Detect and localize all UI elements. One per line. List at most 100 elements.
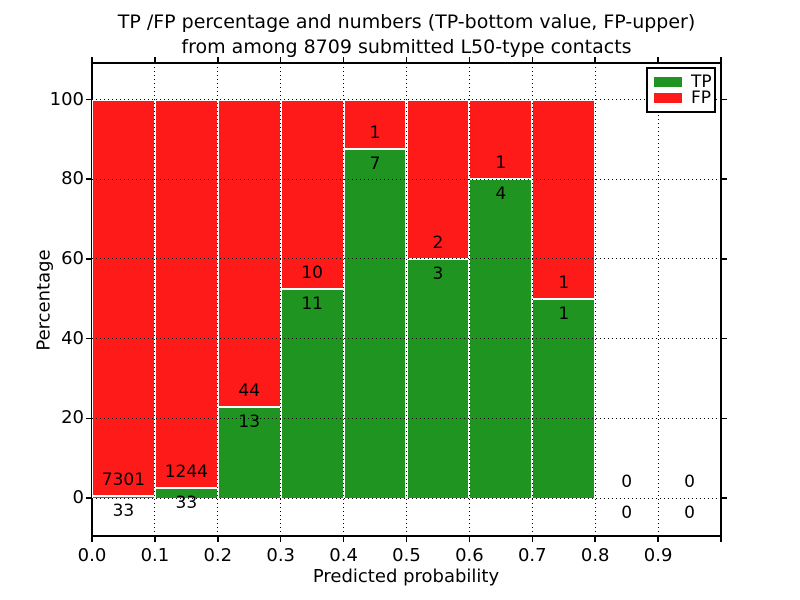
x-tick <box>468 537 471 542</box>
gridline-vertical <box>657 63 659 536</box>
x-axis-label: Predicted probability <box>312 566 500 587</box>
x-tick-label: 0.1 <box>140 545 170 566</box>
chart-title-line2: from among 8709 submitted L50-type conta… <box>181 36 632 58</box>
bar-label-fp: 0 <box>684 472 695 492</box>
bar-label-fp: 0 <box>621 472 633 492</box>
gridline-vertical <box>217 63 219 536</box>
x-tick-top <box>594 57 596 62</box>
y-tick-label: 40 <box>61 327 84 349</box>
x-tick-top <box>468 57 471 62</box>
gridline-vertical <box>154 63 156 536</box>
legend-entry-fp: FP <box>654 89 711 106</box>
bar-label-tp: 33 <box>112 501 135 522</box>
gridline-vertical <box>343 63 345 536</box>
x-tick-label: 0.2 <box>203 545 233 566</box>
x-tick-label: 0.9 <box>643 545 673 566</box>
gridline-horizontal <box>92 178 721 180</box>
bar-label-tp: 0 <box>621 503 633 523</box>
x-tick-top <box>531 57 534 62</box>
gridline-horizontal <box>92 258 721 260</box>
x-tick-top <box>342 57 345 62</box>
legend: TP FP <box>646 67 716 113</box>
bar-segment-tp <box>532 298 596 498</box>
gridline-vertical <box>406 63 407 536</box>
gridline-vertical <box>280 63 282 536</box>
gridline-vertical <box>531 63 533 536</box>
y-tick <box>86 258 91 260</box>
y-tick-label: 0 <box>72 487 84 508</box>
x-tick <box>154 537 156 542</box>
bar-label-tp: 0 <box>684 503 695 523</box>
x-tick-top <box>217 57 219 62</box>
bar-segment-fp <box>343 99 407 150</box>
bar-label-fp: 44 <box>238 381 261 402</box>
bar-segment-fp <box>217 99 281 408</box>
bar-label-fp: 1 <box>495 153 507 174</box>
y-tick <box>86 178 91 180</box>
bar-label-fp: 2 <box>432 232 444 253</box>
y-tick-right <box>722 178 727 180</box>
y-tick <box>86 417 91 420</box>
y-tick-label: 20 <box>61 407 84 429</box>
bar-label-fp: 1 <box>558 272 570 293</box>
x-tick-top <box>657 57 659 62</box>
bar-label-tp: 7 <box>369 154 381 175</box>
x-tick-label: 0.4 <box>329 545 358 566</box>
y-tick-label: 80 <box>61 168 84 190</box>
x-tick-top <box>154 57 156 62</box>
bar-label-fp: 10 <box>301 263 323 284</box>
x-tick <box>405 537 408 542</box>
x-tick <box>657 537 659 542</box>
y-tick-label: 100 <box>49 88 84 110</box>
bar-label-tp: 11 <box>301 294 323 315</box>
bar-segment-fp <box>92 99 155 497</box>
bar-segment-fp <box>280 99 344 290</box>
x-tick-label: 0.8 <box>580 545 610 566</box>
gridline-horizontal <box>92 417 721 419</box>
x-tick-top <box>720 57 722 62</box>
x-tick-top <box>279 57 282 62</box>
x-tick-label: 0.5 <box>392 545 421 566</box>
bar-segment-tp <box>217 407 281 498</box>
x-tick-top <box>91 57 93 62</box>
gridline-vertical <box>594 63 596 536</box>
gridline-vertical <box>468 63 470 536</box>
y-tick-right <box>722 258 727 260</box>
y-tick <box>86 497 91 499</box>
bar-label-tp: 4 <box>495 184 507 205</box>
y-tick <box>86 98 91 101</box>
x-tick <box>91 537 93 542</box>
bar-label-tp: 3 <box>432 263 444 284</box>
x-tick <box>217 537 219 542</box>
y-tick-right <box>722 417 727 420</box>
legend-entry-tp: TP <box>654 73 712 90</box>
bar-label-fp: 7301 <box>101 470 146 491</box>
gridline-horizontal <box>92 338 721 340</box>
bar-segment-fp <box>469 99 533 180</box>
x-tick <box>720 537 722 542</box>
bar-label-tp: 33 <box>175 492 198 513</box>
bar-segment-fp <box>532 99 596 299</box>
x-tick-label: 0.7 <box>517 545 547 566</box>
bar-label-tp: 1 <box>558 303 570 324</box>
bar-segment-tp <box>343 149 407 498</box>
y-tick <box>86 337 91 340</box>
x-tick <box>279 537 282 542</box>
bar-segment-tp <box>406 258 470 498</box>
y-tick-right <box>722 497 727 499</box>
gridline-horizontal <box>92 99 721 100</box>
x-tick-top <box>405 57 408 62</box>
bar-label-fp: 1244 <box>164 461 208 482</box>
x-tick <box>531 537 534 542</box>
gridline-horizontal <box>92 497 721 499</box>
y-tick-label: 60 <box>61 247 84 269</box>
y-tick-right <box>722 98 727 101</box>
legend-label-tp: TP <box>691 71 712 92</box>
bar-label-fp: 1 <box>369 123 381 144</box>
x-tick-label: 0.6 <box>455 545 484 566</box>
x-tick <box>594 537 596 542</box>
bar-segment-fp <box>154 99 218 488</box>
tp-swatch <box>654 77 682 87</box>
chart-title: TP /FP percentage and numbers (TP-bottom… <box>92 10 721 60</box>
